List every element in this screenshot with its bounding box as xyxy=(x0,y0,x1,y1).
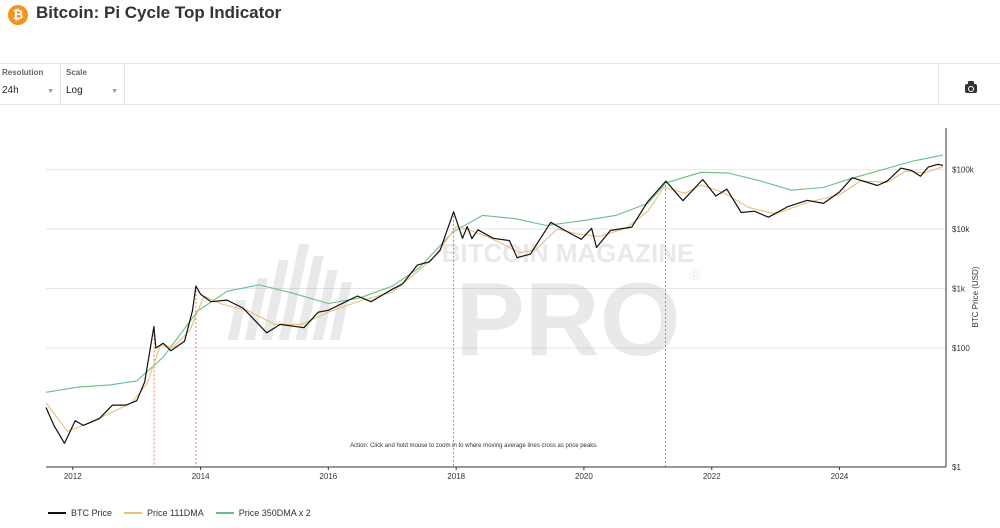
camera-icon xyxy=(965,81,977,93)
watermark-registered-mark: ® xyxy=(690,267,701,283)
watermark-bar xyxy=(329,282,353,340)
bitcoin-logo-icon: ₿ xyxy=(8,5,28,25)
y-tick-label: $10k xyxy=(952,225,970,234)
watermark: BITCOIN MAGAZINE PRO ® xyxy=(227,238,701,378)
y-tick-label: $1 xyxy=(952,463,961,472)
chevron-down-icon: ▼ xyxy=(111,88,118,95)
scale-select[interactable]: Scale Log ▼ xyxy=(62,64,125,104)
chevron-down-icon: ▼ xyxy=(47,88,54,95)
legend-label: BTC Price xyxy=(71,508,113,518)
x-tick-label: 2022 xyxy=(703,472,721,481)
chart-annotation: Action: Click and hold mouse to zoom in … xyxy=(350,443,598,449)
y-tick-label: $100k xyxy=(952,166,975,175)
resolution-label: Resolution xyxy=(2,68,44,77)
legend-item[interactable]: Price 111DMA xyxy=(124,508,204,518)
watermark-bar xyxy=(261,260,289,340)
chart-controls: Resolution 24h ▼ Scale Log ▼ xyxy=(0,63,1000,105)
series-line-btc-price xyxy=(45,163,944,444)
screenshot-button[interactable] xyxy=(938,64,1000,104)
y-tick-label: $1k xyxy=(952,285,966,294)
legend-swatch xyxy=(124,512,143,514)
x-tick-label: 2016 xyxy=(319,472,337,481)
header: ₿ Bitcoin: Pi Cycle Top Indicator xyxy=(0,0,1000,30)
watermark-bar xyxy=(312,270,338,340)
series-lines xyxy=(45,154,944,444)
resolution-select[interactable]: Resolution 24h ▼ xyxy=(0,64,61,104)
watermark-logo xyxy=(227,244,353,340)
x-tick-label: 2018 xyxy=(447,472,465,481)
y-tick-label: $100 xyxy=(952,344,970,353)
scale-label: Scale xyxy=(66,68,87,77)
legend-swatch xyxy=(48,512,66,514)
x-tick-label: 2014 xyxy=(192,472,210,481)
top-signal-lines xyxy=(153,181,666,467)
watermark-line1: BITCOIN MAGAZINE xyxy=(442,238,695,268)
page-title: Bitcoin: Pi Cycle Top Indicator xyxy=(36,3,282,22)
watermark-bar xyxy=(244,278,268,340)
watermark-line2: PRO xyxy=(455,262,680,378)
x-tick-label: 2020 xyxy=(575,472,593,481)
series-line-price-111dma xyxy=(45,166,944,432)
chart-axes: $1 $100 $1k $10k $100k 2012 2014 2016 2018 2020 20… xyxy=(46,128,975,481)
legend-label: Price 350DMA x 2 xyxy=(238,508,311,518)
y-axis-label: BTC Price (USD) xyxy=(971,266,980,327)
x-tick-label: 2024 xyxy=(831,472,849,481)
x-tick-label: 2012 xyxy=(64,472,82,481)
scale-value: Log xyxy=(66,85,83,96)
legend-item[interactable]: Price 350DMA x 2 xyxy=(215,508,311,518)
legend-item[interactable]: BTC Price xyxy=(48,508,112,518)
chart-legend: BTC Price Price 111DMA Price 350DMA x 2 xyxy=(48,506,311,520)
watermark-bar xyxy=(227,300,247,340)
legend-swatch xyxy=(215,512,234,514)
series-line-price-350dma-x-2 xyxy=(45,154,944,393)
legend-label: Price 111DMA xyxy=(147,508,204,518)
watermark-bar xyxy=(278,244,310,340)
resolution-value: 24h xyxy=(2,85,19,96)
